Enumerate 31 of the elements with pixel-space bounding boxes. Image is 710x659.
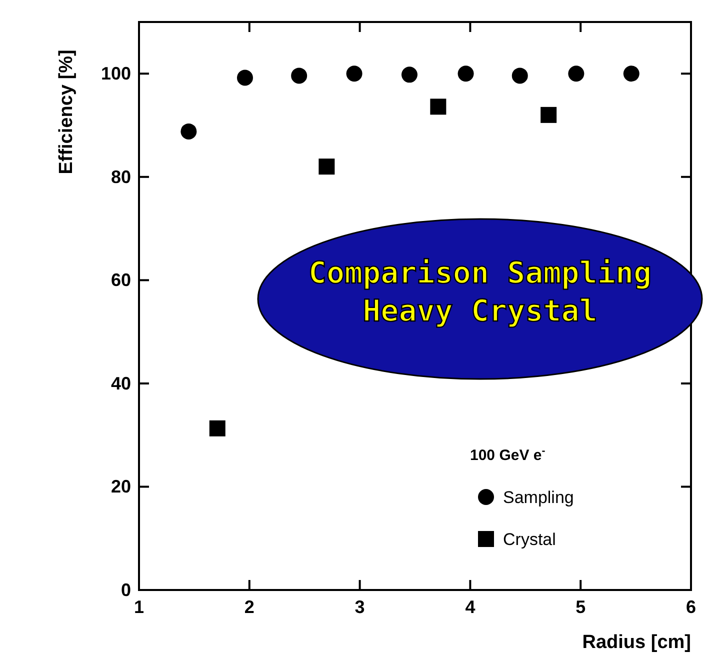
x-tick-label: 4 — [465, 597, 476, 617]
point — [209, 420, 226, 436]
point — [236, 70, 253, 86]
annotation: Comparison Sampling Heavy Crystal — [308, 256, 652, 329]
x-axis-title: Radius [cm] — [582, 632, 691, 653]
y-tick-label: 0 — [120, 580, 131, 600]
point — [512, 68, 528, 84]
point — [568, 66, 584, 82]
y-tick-label: 20 — [110, 476, 131, 497]
y-tick-label: 100 — [100, 64, 131, 84]
x-tick-label: 1 — [134, 597, 144, 617]
y-tick-label: 80 — [110, 166, 131, 187]
point — [623, 66, 640, 82]
y-axis-title: Efficiency [%] — [56, 50, 77, 174]
legend-label: Sampling — [503, 488, 574, 507]
point — [291, 68, 308, 84]
legend-title: 100 GeV e$^{-}$ — [470, 445, 546, 464]
y-tick-label: 60 — [110, 270, 131, 290]
point — [346, 66, 362, 82]
y-tick-label: 40 — [110, 373, 131, 394]
point — [430, 98, 446, 115]
x-tick-label: 6 — [686, 597, 696, 617]
x-tick-label: 2 — [244, 597, 254, 617]
point — [318, 158, 335, 175]
point — [180, 123, 197, 140]
x-tick-label: 5 — [576, 597, 586, 617]
point — [401, 66, 418, 83]
legend-label: Crystal — [503, 530, 556, 549]
point — [458, 66, 474, 82]
x-tick-label: 3 — [354, 597, 365, 617]
point — [540, 106, 557, 123]
